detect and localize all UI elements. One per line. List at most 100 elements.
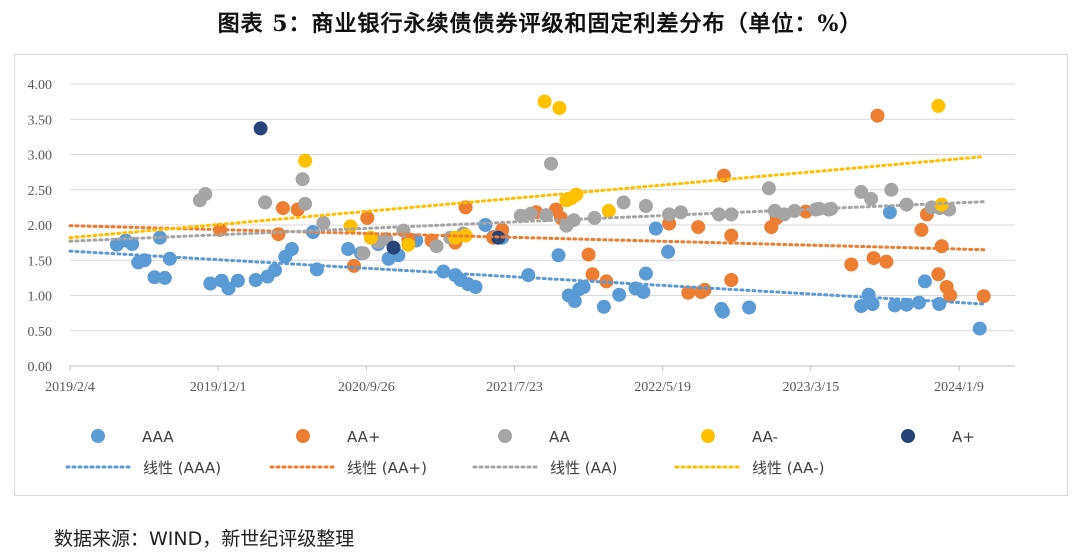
legend-trend-label: 线性 (AAA)	[143, 459, 221, 477]
data-point	[125, 237, 140, 251]
data-point	[866, 251, 881, 266]
y-tick-label: 2.00	[28, 219, 53, 234]
data-point	[943, 288, 958, 303]
scatter-chart: 0.00 0.50 1.00 1.50 2.00 2.50 3.00 3.50 4.00 2019…	[28, 78, 1015, 477]
data-point	[157, 270, 172, 285]
data-point	[569, 187, 584, 202]
data-point	[198, 187, 213, 201]
data-point	[551, 248, 566, 263]
legend-label: AA-	[752, 428, 778, 446]
data-point	[552, 101, 567, 115]
data-point	[724, 207, 739, 222]
data-point	[661, 244, 676, 259]
y-tick-label: 3.00	[28, 149, 53, 164]
data-point	[284, 242, 299, 256]
data-point	[616, 195, 631, 210]
trendline	[68, 200, 986, 243]
data-point	[458, 200, 473, 215]
data-point	[544, 156, 558, 171]
y-tick-label: 0.50	[28, 325, 53, 340]
legend-trend-label: 线性 (AA+)	[347, 459, 427, 477]
data-point	[638, 266, 653, 281]
data-point	[884, 182, 899, 197]
data-point	[972, 321, 987, 336]
y-tick-label: 0.00	[28, 360, 53, 375]
data-point	[248, 273, 263, 287]
data-point	[882, 205, 897, 220]
y-tick-label: 1.50	[28, 254, 53, 269]
data-point	[648, 221, 663, 236]
y-tick-label: 3.50	[28, 113, 53, 128]
data-point	[691, 220, 706, 235]
data-point	[854, 299, 869, 314]
legend-trend-label: 线性 (AA)	[550, 459, 617, 477]
data-point	[576, 280, 591, 294]
data-point	[275, 201, 290, 216]
data-point	[341, 242, 356, 256]
data-point	[636, 285, 651, 299]
data-point	[844, 257, 859, 272]
data-point	[931, 267, 946, 282]
data-point	[742, 300, 757, 315]
data-point	[887, 298, 902, 313]
data-point	[864, 191, 879, 206]
data-point	[356, 246, 371, 261]
data-point	[429, 239, 444, 254]
data-point	[681, 285, 696, 300]
data-point	[295, 172, 310, 187]
y-tick-label: 2.50	[28, 184, 53, 199]
y-tick-label: 1.00	[28, 290, 53, 305]
chart-title: 图表 5：商业银行永续债债券评级和固定利差分布（单位：%）	[217, 11, 863, 37]
data-point	[879, 254, 894, 269]
data-point	[912, 295, 926, 310]
data-point	[917, 274, 932, 289]
data-point	[934, 239, 949, 254]
legend-marker	[701, 429, 715, 443]
data-point	[347, 258, 361, 273]
data-point	[316, 215, 331, 230]
data-point	[581, 247, 596, 262]
x-tick-label: 2023/3/15	[782, 380, 839, 395]
trendline	[68, 224, 986, 252]
data-point	[521, 268, 536, 283]
data-point	[448, 230, 463, 245]
data-point	[567, 294, 582, 309]
legend-marker	[296, 429, 310, 443]
data-point	[147, 270, 162, 285]
data-point	[724, 228, 739, 243]
data-point	[638, 199, 653, 213]
data-point	[258, 195, 273, 210]
data-point	[401, 237, 416, 252]
data-point	[870, 108, 885, 123]
data-source-note: 数据来源：WIND，新世纪评级整理	[54, 528, 355, 550]
data-point	[537, 94, 552, 109]
x-tick-label: 2019/12/1	[190, 380, 247, 395]
data-point	[363, 230, 378, 245]
data-point	[298, 153, 313, 168]
data-point	[221, 281, 236, 296]
data-point	[523, 206, 538, 221]
data-point	[230, 273, 245, 288]
legend-trend-label: 线性 (AA-)	[752, 459, 825, 477]
legend-marker	[901, 429, 915, 443]
data-point	[162, 251, 177, 266]
y-tick-label: 4.00	[28, 78, 53, 93]
data-point	[539, 208, 554, 223]
legend-label: AA+	[347, 428, 381, 446]
trendline	[68, 249, 986, 306]
x-tick-label: 2022/5/19	[634, 380, 691, 395]
data-point	[673, 205, 688, 220]
data-point	[343, 219, 358, 234]
data-point	[612, 287, 627, 302]
data-point	[585, 267, 600, 282]
data-point	[478, 218, 493, 232]
data-point	[761, 181, 776, 196]
data-point	[715, 304, 730, 319]
data-point	[271, 227, 286, 242]
legend-label: AAA	[142, 428, 174, 446]
data-point	[854, 184, 869, 199]
data-point	[931, 98, 946, 113]
x-tick-label: 2024/1/9	[934, 380, 984, 395]
x-tick-label: 2019/2/4	[45, 380, 95, 395]
data-point	[468, 280, 483, 294]
